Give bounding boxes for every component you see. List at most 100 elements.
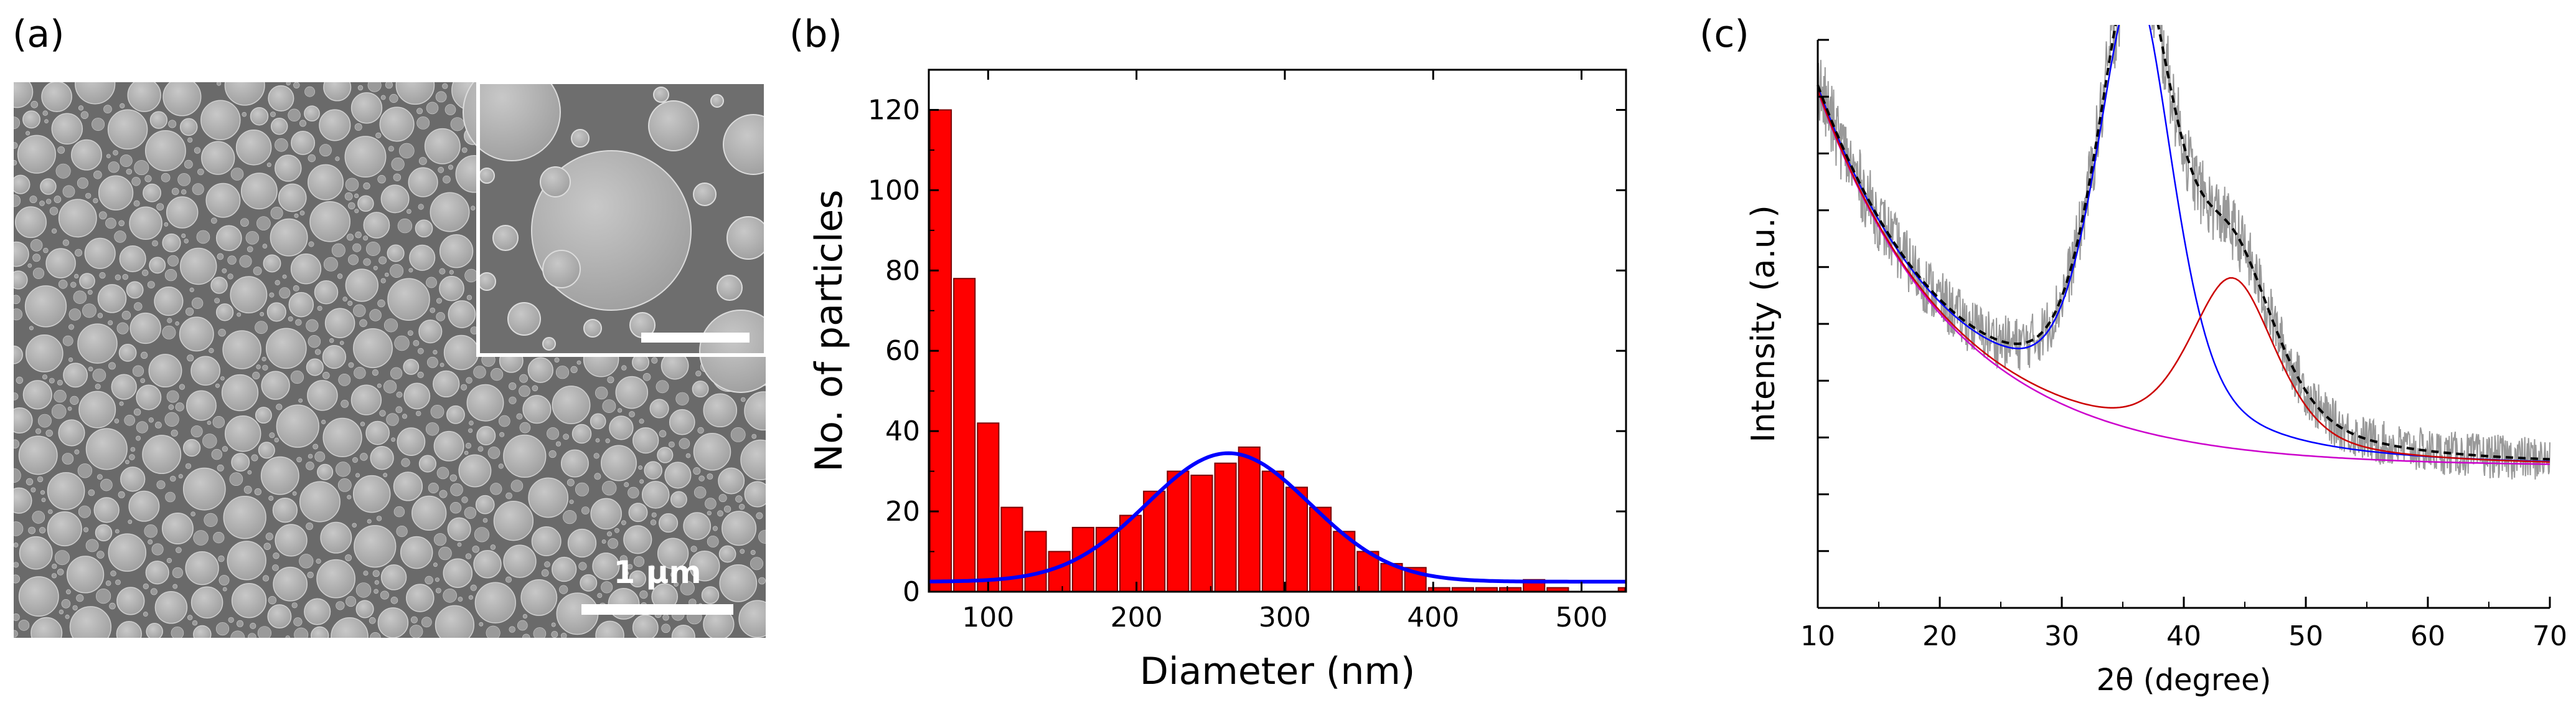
sem-particle	[306, 358, 324, 376]
sem-particle	[256, 216, 271, 230]
sem-particle	[329, 338, 334, 343]
sem-particle	[707, 511, 712, 516]
sem-particle	[304, 598, 331, 625]
sem-particle	[354, 525, 397, 568]
sem-particle	[406, 584, 435, 612]
sem-particle	[674, 582, 679, 587]
sem-particle	[415, 410, 421, 417]
sem-particle	[309, 201, 350, 242]
sem-particle	[129, 206, 162, 240]
sem-particle	[61, 599, 71, 609]
sem-particle	[336, 601, 345, 610]
sem-particle	[393, 506, 405, 518]
sem-particle	[126, 281, 144, 299]
sem-particle	[311, 626, 329, 638]
sem-particle	[509, 382, 517, 391]
sem-particle	[670, 491, 687, 508]
sem-particle	[299, 554, 314, 569]
sem-particle	[181, 189, 187, 195]
sem-particle	[14, 407, 33, 434]
sem-particle	[115, 274, 121, 280]
sem-particle	[52, 564, 57, 569]
sem-particle	[270, 118, 288, 135]
sem-particle	[411, 495, 447, 531]
sem-particle	[527, 357, 553, 383]
sem-particle	[638, 465, 642, 470]
inset-particle	[492, 225, 519, 251]
sem-particle	[247, 470, 252, 475]
sem-particle	[103, 105, 112, 114]
sem-particle	[372, 369, 379, 376]
sem-particle	[391, 158, 405, 171]
sem-particle	[144, 524, 157, 538]
sem-particle	[398, 143, 415, 159]
sem-particle	[44, 119, 49, 124]
sem-particle	[57, 379, 63, 386]
sem-particle	[31, 617, 63, 638]
sem-particle	[128, 519, 133, 524]
sem-particle	[222, 268, 227, 273]
sem-particle	[211, 448, 222, 460]
sem-particle	[597, 593, 603, 599]
sem-particle	[116, 587, 145, 615]
sem-particle	[680, 580, 695, 595]
sem-particle	[75, 249, 83, 257]
sem-particle	[458, 454, 492, 488]
sem-particle	[360, 422, 365, 427]
sem-particle	[27, 263, 32, 268]
sem-particle	[224, 415, 261, 452]
sem-particle	[185, 463, 192, 469]
sem-particle	[416, 108, 423, 115]
sem-particle	[14, 159, 17, 166]
sem-particle	[595, 438, 600, 443]
sem-particle	[750, 557, 764, 571]
sem-particle	[580, 574, 598, 592]
sem-particle	[80, 111, 89, 119]
sem-particle	[129, 454, 135, 460]
sem-particle	[282, 274, 287, 279]
sem-particle	[134, 302, 143, 311]
sem-particle	[664, 462, 692, 489]
sem-particle	[22, 380, 52, 410]
sem-particle	[435, 587, 441, 594]
sem-particle	[418, 320, 443, 344]
sem-particle	[55, 163, 71, 179]
sem-particle	[473, 550, 502, 579]
sem-particle	[197, 168, 204, 176]
sem-particle	[395, 406, 403, 414]
sem-particle	[403, 359, 420, 375]
sem-particle	[129, 312, 161, 344]
inset-particle	[699, 310, 766, 393]
sem-particle	[227, 273, 233, 280]
sem-particle	[255, 321, 268, 334]
sem-particle	[114, 419, 120, 424]
sem-particle	[143, 612, 148, 617]
sem-particle	[76, 594, 84, 602]
inset-particle	[710, 94, 724, 108]
sem-particle	[509, 626, 515, 633]
sem-particle	[268, 85, 294, 111]
sem-particle	[304, 105, 320, 122]
sem-particle	[695, 371, 702, 377]
sem-particle	[307, 380, 338, 411]
sem-particle	[77, 463, 93, 478]
y-tick-label: 20	[885, 496, 920, 528]
sem-particle	[707, 473, 713, 480]
sem-particle	[218, 328, 226, 337]
sem-particle	[718, 467, 745, 495]
sem-particle	[306, 319, 319, 332]
sem-particle	[179, 118, 198, 136]
x-tick-label: 500	[1556, 602, 1608, 633]
sem-particle	[75, 82, 116, 105]
sem-particle	[532, 385, 538, 392]
sem-particle	[345, 554, 352, 561]
sem-particle	[409, 244, 436, 271]
sem-particle	[377, 607, 409, 638]
sem-particle	[601, 480, 617, 496]
sem-particle	[115, 529, 120, 534]
sem-particle	[72, 605, 78, 610]
sem-particle	[66, 589, 71, 595]
sem-particle	[703, 393, 738, 428]
sem-particle	[290, 254, 322, 285]
sem-particle	[306, 523, 313, 530]
